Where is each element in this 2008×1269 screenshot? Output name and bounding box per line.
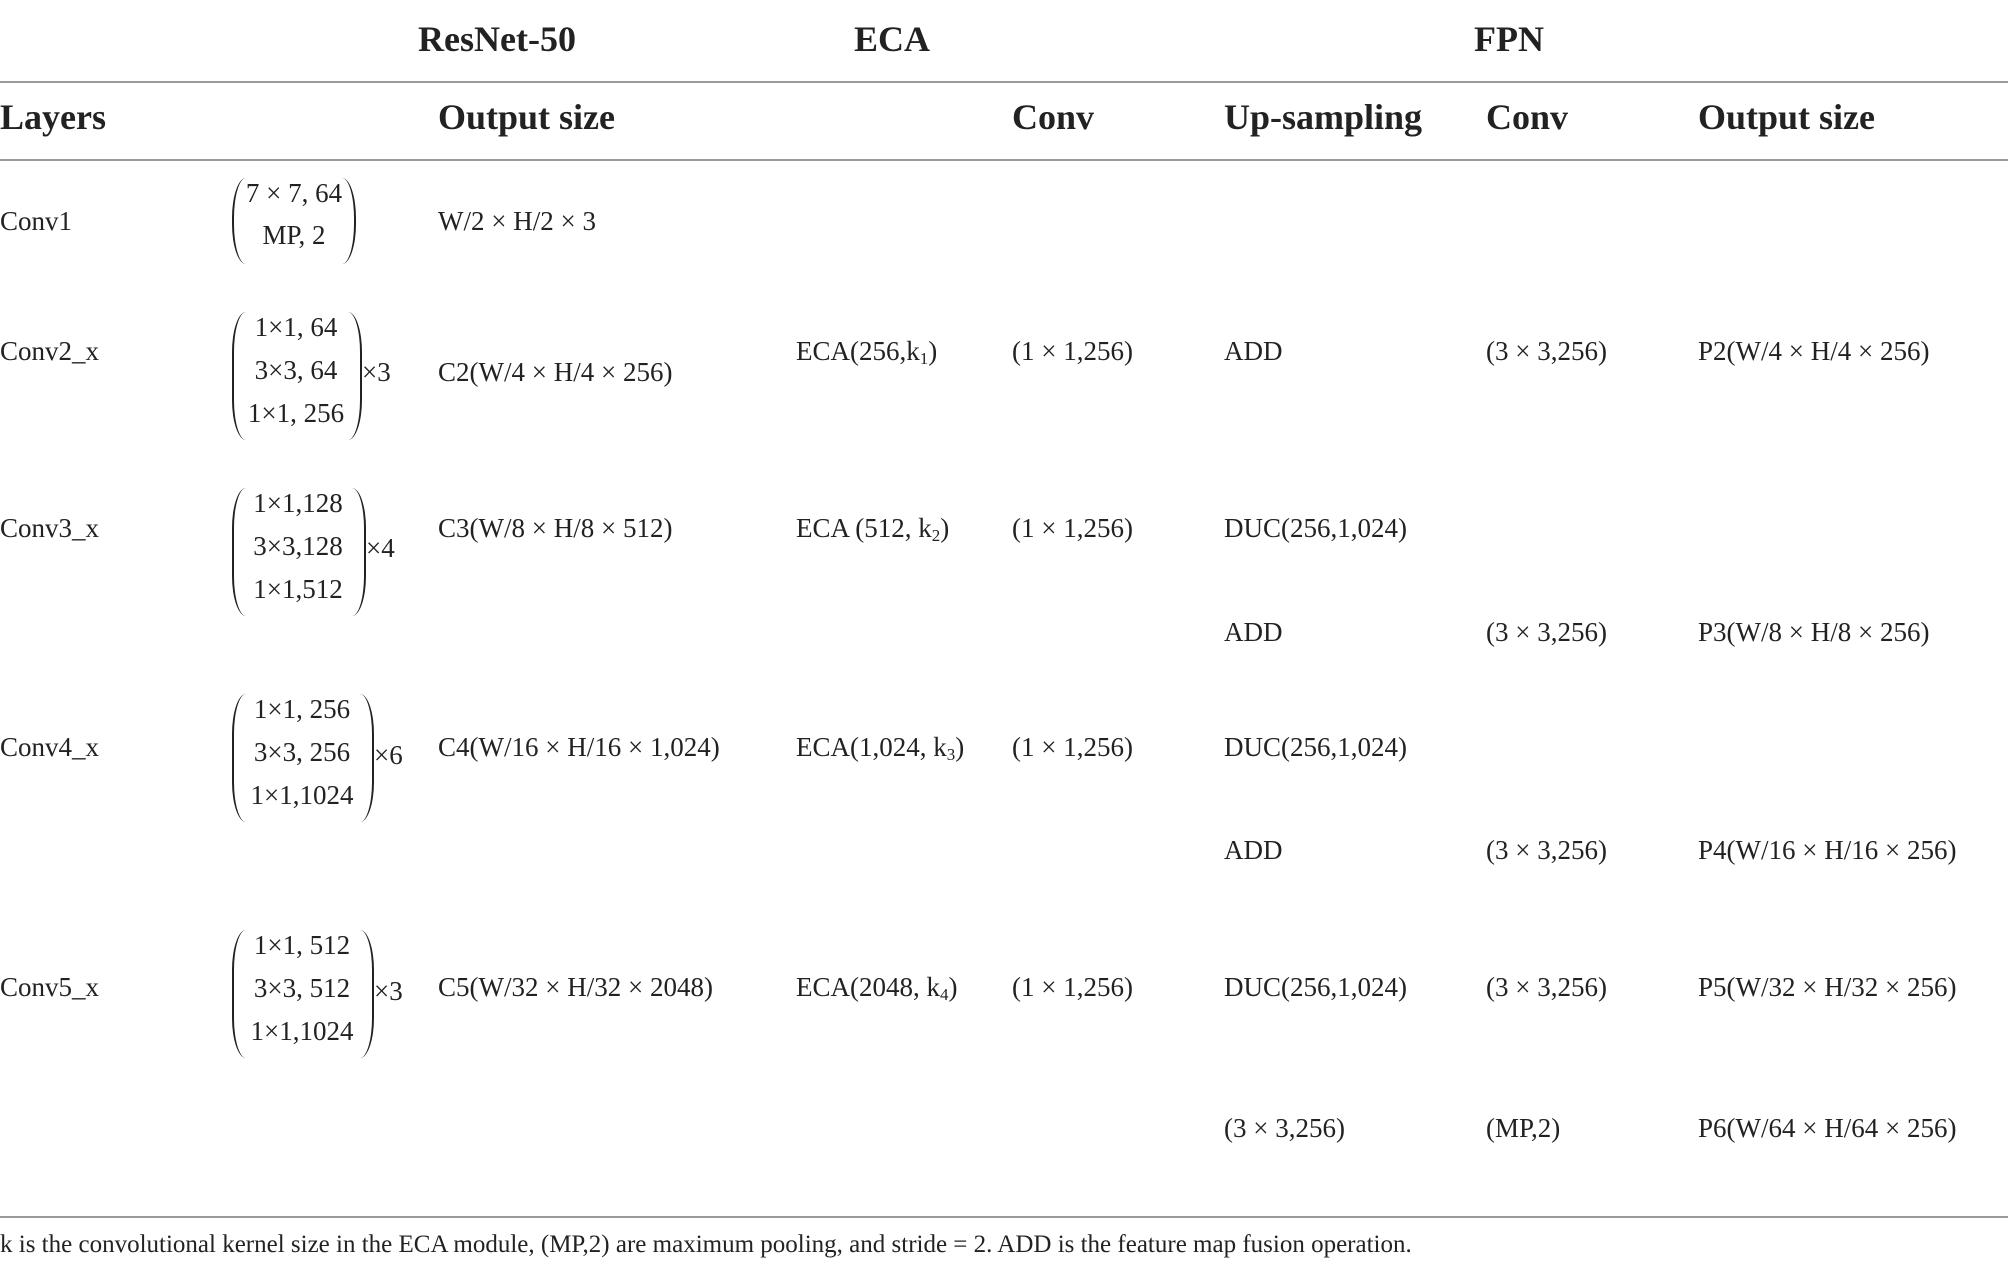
output-size: C2(W/4 × H/4 × 256)	[438, 357, 673, 387]
layer-name: Conv4_x	[0, 732, 100, 762]
conv-value: (1 × 1,256)	[1012, 336, 1133, 366]
eca-module: ECA(256,k1)	[796, 336, 938, 368]
fpn-conv: (3 × 3,256)	[1486, 972, 1607, 1002]
conv-value: (1 × 1,256)	[1012, 513, 1133, 543]
col-header-output-size: Output size	[438, 97, 616, 137]
fpn-upsampling: DUC(256,1,024)	[1224, 513, 1407, 543]
eca-module: ECA (512, k2)	[796, 513, 950, 545]
col-header-upsampling: Up-sampling	[1224, 97, 1423, 137]
repeat-multiplier: ×6	[374, 740, 403, 770]
conv-value: (1 × 1,256)	[1012, 732, 1133, 762]
layer-name: Conv3_x	[0, 513, 100, 543]
repeat-multiplier: ×3	[362, 357, 391, 387]
fpn-conv: (3 × 3,256)	[1486, 835, 1607, 865]
repeat-multiplier: ×3	[374, 976, 403, 1006]
fpn-upsampling: DUC(256,1,024)	[1224, 972, 1407, 1002]
conv-value: (1 × 1,256)	[1012, 972, 1133, 1002]
group-header-eca: ECA	[854, 19, 931, 59]
header-rule	[0, 159, 2008, 161]
col-header-layers: Layers	[0, 97, 106, 137]
bottom-rule	[0, 1216, 2008, 1218]
kernel-matrix: 1×1, 512 3×3, 512 1×1,1024	[232, 930, 374, 1058]
fpn-conv: (MP,2)	[1486, 1113, 1561, 1143]
top-rule	[0, 81, 2008, 83]
kernel-matrix: 7 × 7, 64 MP, 2	[232, 178, 356, 264]
layer-name: Conv2_x	[0, 336, 100, 366]
output-size: C5(W/32 × H/32 × 2048)	[438, 972, 713, 1002]
output-size: W/2 × H/2 × 3	[438, 206, 596, 236]
repeat-multiplier: ×4	[366, 533, 395, 563]
fpn-output: P4(W/16 × H/16 × 256)	[1698, 835, 1957, 865]
fpn-upsampling: ADD	[1224, 835, 1283, 865]
layer-name: Conv1	[0, 206, 73, 236]
table-footnote: k is the convolutional kernel size in th…	[0, 1231, 1412, 1258]
fpn-output: P2(W/4 × H/4 × 256)	[1698, 336, 1930, 366]
kernel-matrix: 1×1,128 3×3,128 1×1,512	[232, 488, 366, 616]
output-size: C3(W/8 × H/8 × 512)	[438, 513, 673, 543]
output-size: C4(W/16 × H/16 × 1,024)	[438, 732, 720, 762]
fpn-output: P6(W/64 × H/64 × 256)	[1698, 1113, 1957, 1143]
fpn-conv: (3 × 3,256)	[1486, 336, 1607, 366]
fpn-conv: (3 × 3,256)	[1486, 617, 1607, 647]
layer-name: Conv5_x	[0, 972, 100, 1002]
eca-module: ECA(2048, k4)	[796, 972, 958, 1004]
fpn-upsampling: ADD	[1224, 336, 1283, 366]
eca-module: ECA(1,024, k3)	[796, 732, 965, 764]
kernel-matrix: 1×1, 256 3×3, 256 1×1,1024	[232, 694, 374, 822]
group-header-fpn: FPN	[1474, 19, 1544, 59]
kernel-matrix: 1×1, 64 3×3, 64 1×1, 256	[232, 312, 362, 440]
fpn-upsampling: DUC(256,1,024)	[1224, 732, 1407, 762]
fpn-output: P5(W/32 × H/32 × 256)	[1698, 972, 1957, 1002]
col-header-fpn-conv: Conv	[1486, 97, 1569, 137]
fpn-upsampling: ADD	[1224, 617, 1283, 647]
col-header-fpn-output: Output size	[1698, 97, 1876, 137]
group-header-resnet: ResNet-50	[418, 19, 576, 59]
col-header-conv: Conv	[1012, 97, 1095, 137]
fpn-output: P3(W/8 × H/8 × 256)	[1698, 617, 1930, 647]
fpn-upsampling: (3 × 3,256)	[1224, 1113, 1345, 1143]
